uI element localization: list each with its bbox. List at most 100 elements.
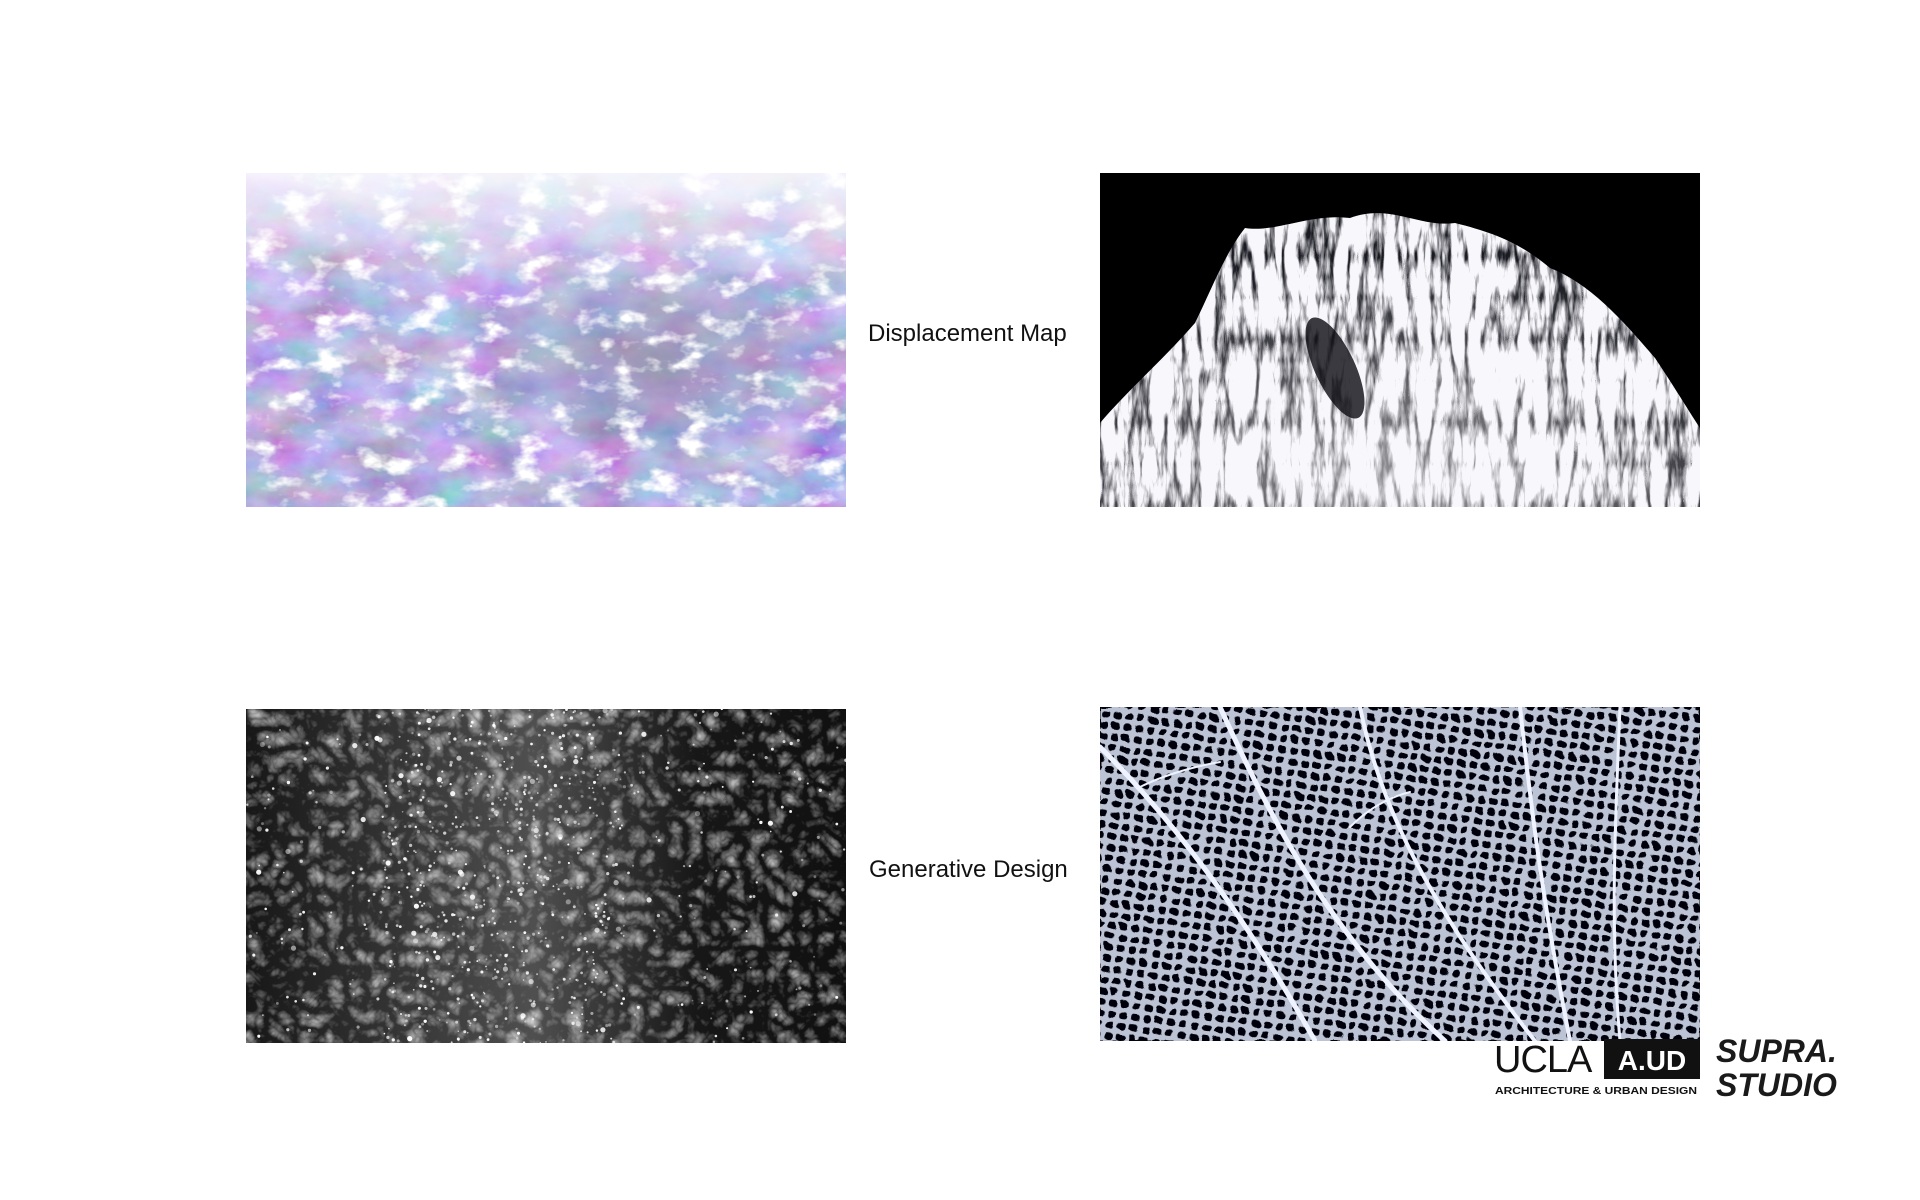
particle-dot <box>515 807 519 811</box>
particle-dot <box>802 924 806 928</box>
particle-dot <box>796 738 800 742</box>
particle-dot <box>477 823 480 827</box>
particle-dot <box>462 886 466 890</box>
particle-dot <box>509 849 513 852</box>
particle-dot <box>456 934 460 938</box>
particle-dot <box>550 998 554 1001</box>
particle-dot <box>536 986 539 988</box>
particle-dot <box>615 946 619 950</box>
particle-dot <box>465 775 469 778</box>
particle-dot <box>608 916 611 919</box>
particle-dot <box>504 797 507 800</box>
particle-dot <box>387 1014 390 1017</box>
particle-dot <box>483 742 487 746</box>
particle-dot <box>397 860 401 864</box>
particle-dot <box>527 775 531 779</box>
particle-dot <box>479 1005 482 1008</box>
particle-dot <box>391 962 394 966</box>
particle-dot <box>479 904 483 909</box>
particle-dot <box>256 869 262 875</box>
particle-dot <box>385 785 388 787</box>
particle-dot <box>574 773 577 777</box>
particle-dot <box>381 899 384 901</box>
particle-dot <box>418 712 420 715</box>
particle-dot <box>506 900 509 903</box>
particle-dot <box>547 770 552 774</box>
particle-dot <box>522 979 525 981</box>
particle-dot <box>488 709 491 713</box>
particle-dot <box>565 709 568 711</box>
particle-dot <box>726 1027 729 1030</box>
particle-dot <box>459 825 462 828</box>
particle-dot <box>519 837 523 842</box>
particle-dot <box>438 1019 441 1021</box>
particle-dot <box>778 772 781 774</box>
particle-dot <box>736 875 740 879</box>
particle-dot <box>580 971 583 975</box>
particle-field-image <box>246 709 846 1043</box>
particle-dot <box>398 773 404 779</box>
particle-dot <box>705 775 709 779</box>
particle-dot <box>755 881 758 884</box>
particle-dot <box>575 1021 581 1027</box>
particle-dot <box>530 1002 536 1008</box>
particle-dot <box>504 932 508 935</box>
particle-dot <box>301 927 304 931</box>
particle-dot <box>531 1017 535 1021</box>
particle-dot <box>279 728 281 731</box>
particle-dot <box>586 960 589 963</box>
particle-dot <box>741 731 745 735</box>
particle-dot <box>619 778 622 781</box>
particle-dot <box>398 925 402 929</box>
particle-dot <box>558 804 562 809</box>
particle-dot <box>437 978 439 981</box>
particle-dot <box>385 804 389 808</box>
particle-dot <box>517 890 520 893</box>
particle-dot <box>563 878 569 885</box>
particle-dot <box>526 882 528 885</box>
particle-dot <box>504 953 508 958</box>
ucla-aud-logo: UCLA A.UD ARCHITECTURE & URBAN DESIGN <box>1494 1036 1700 1098</box>
particle-dot <box>560 746 564 751</box>
particle-dot <box>412 938 419 944</box>
particle-dot <box>622 924 625 927</box>
particle-dot <box>704 879 708 883</box>
particle-dot <box>473 874 476 877</box>
particle-dot <box>533 890 538 894</box>
particle-dot <box>426 927 430 931</box>
particle-dot <box>592 951 595 954</box>
particle-dot <box>288 928 291 932</box>
particle-dot <box>724 870 727 873</box>
particle-dot <box>385 876 389 880</box>
particle-dot <box>418 811 424 817</box>
particle-dot <box>487 920 491 924</box>
particle-dot <box>494 975 498 979</box>
particle-dot <box>259 741 265 748</box>
particle-dot <box>570 887 573 890</box>
particle-dot <box>588 709 592 711</box>
particle-dot <box>493 740 495 743</box>
particle-dot <box>516 901 520 905</box>
particle-dot <box>397 891 401 894</box>
particle-dot <box>552 709 555 711</box>
particle-dot <box>603 893 607 897</box>
particle-dot <box>449 875 451 878</box>
particle-dot <box>499 719 503 723</box>
particle-dot <box>495 959 499 962</box>
particle-dot <box>523 775 527 780</box>
particle-dot <box>824 918 828 921</box>
particle-dot <box>612 863 616 867</box>
particle-dot <box>299 912 302 916</box>
particle-dot <box>391 842 395 846</box>
particle-dot <box>614 862 618 867</box>
particle-dot <box>252 953 256 957</box>
particle-dot <box>602 914 606 918</box>
particle-dot <box>508 983 511 986</box>
particle-dot <box>246 803 249 806</box>
particle-dot <box>562 977 566 981</box>
particle-dot <box>507 852 510 855</box>
particle-dot <box>535 836 538 839</box>
particle-dot <box>725 999 729 1003</box>
particle-dot <box>392 936 396 939</box>
particle-dot <box>581 1006 584 1009</box>
